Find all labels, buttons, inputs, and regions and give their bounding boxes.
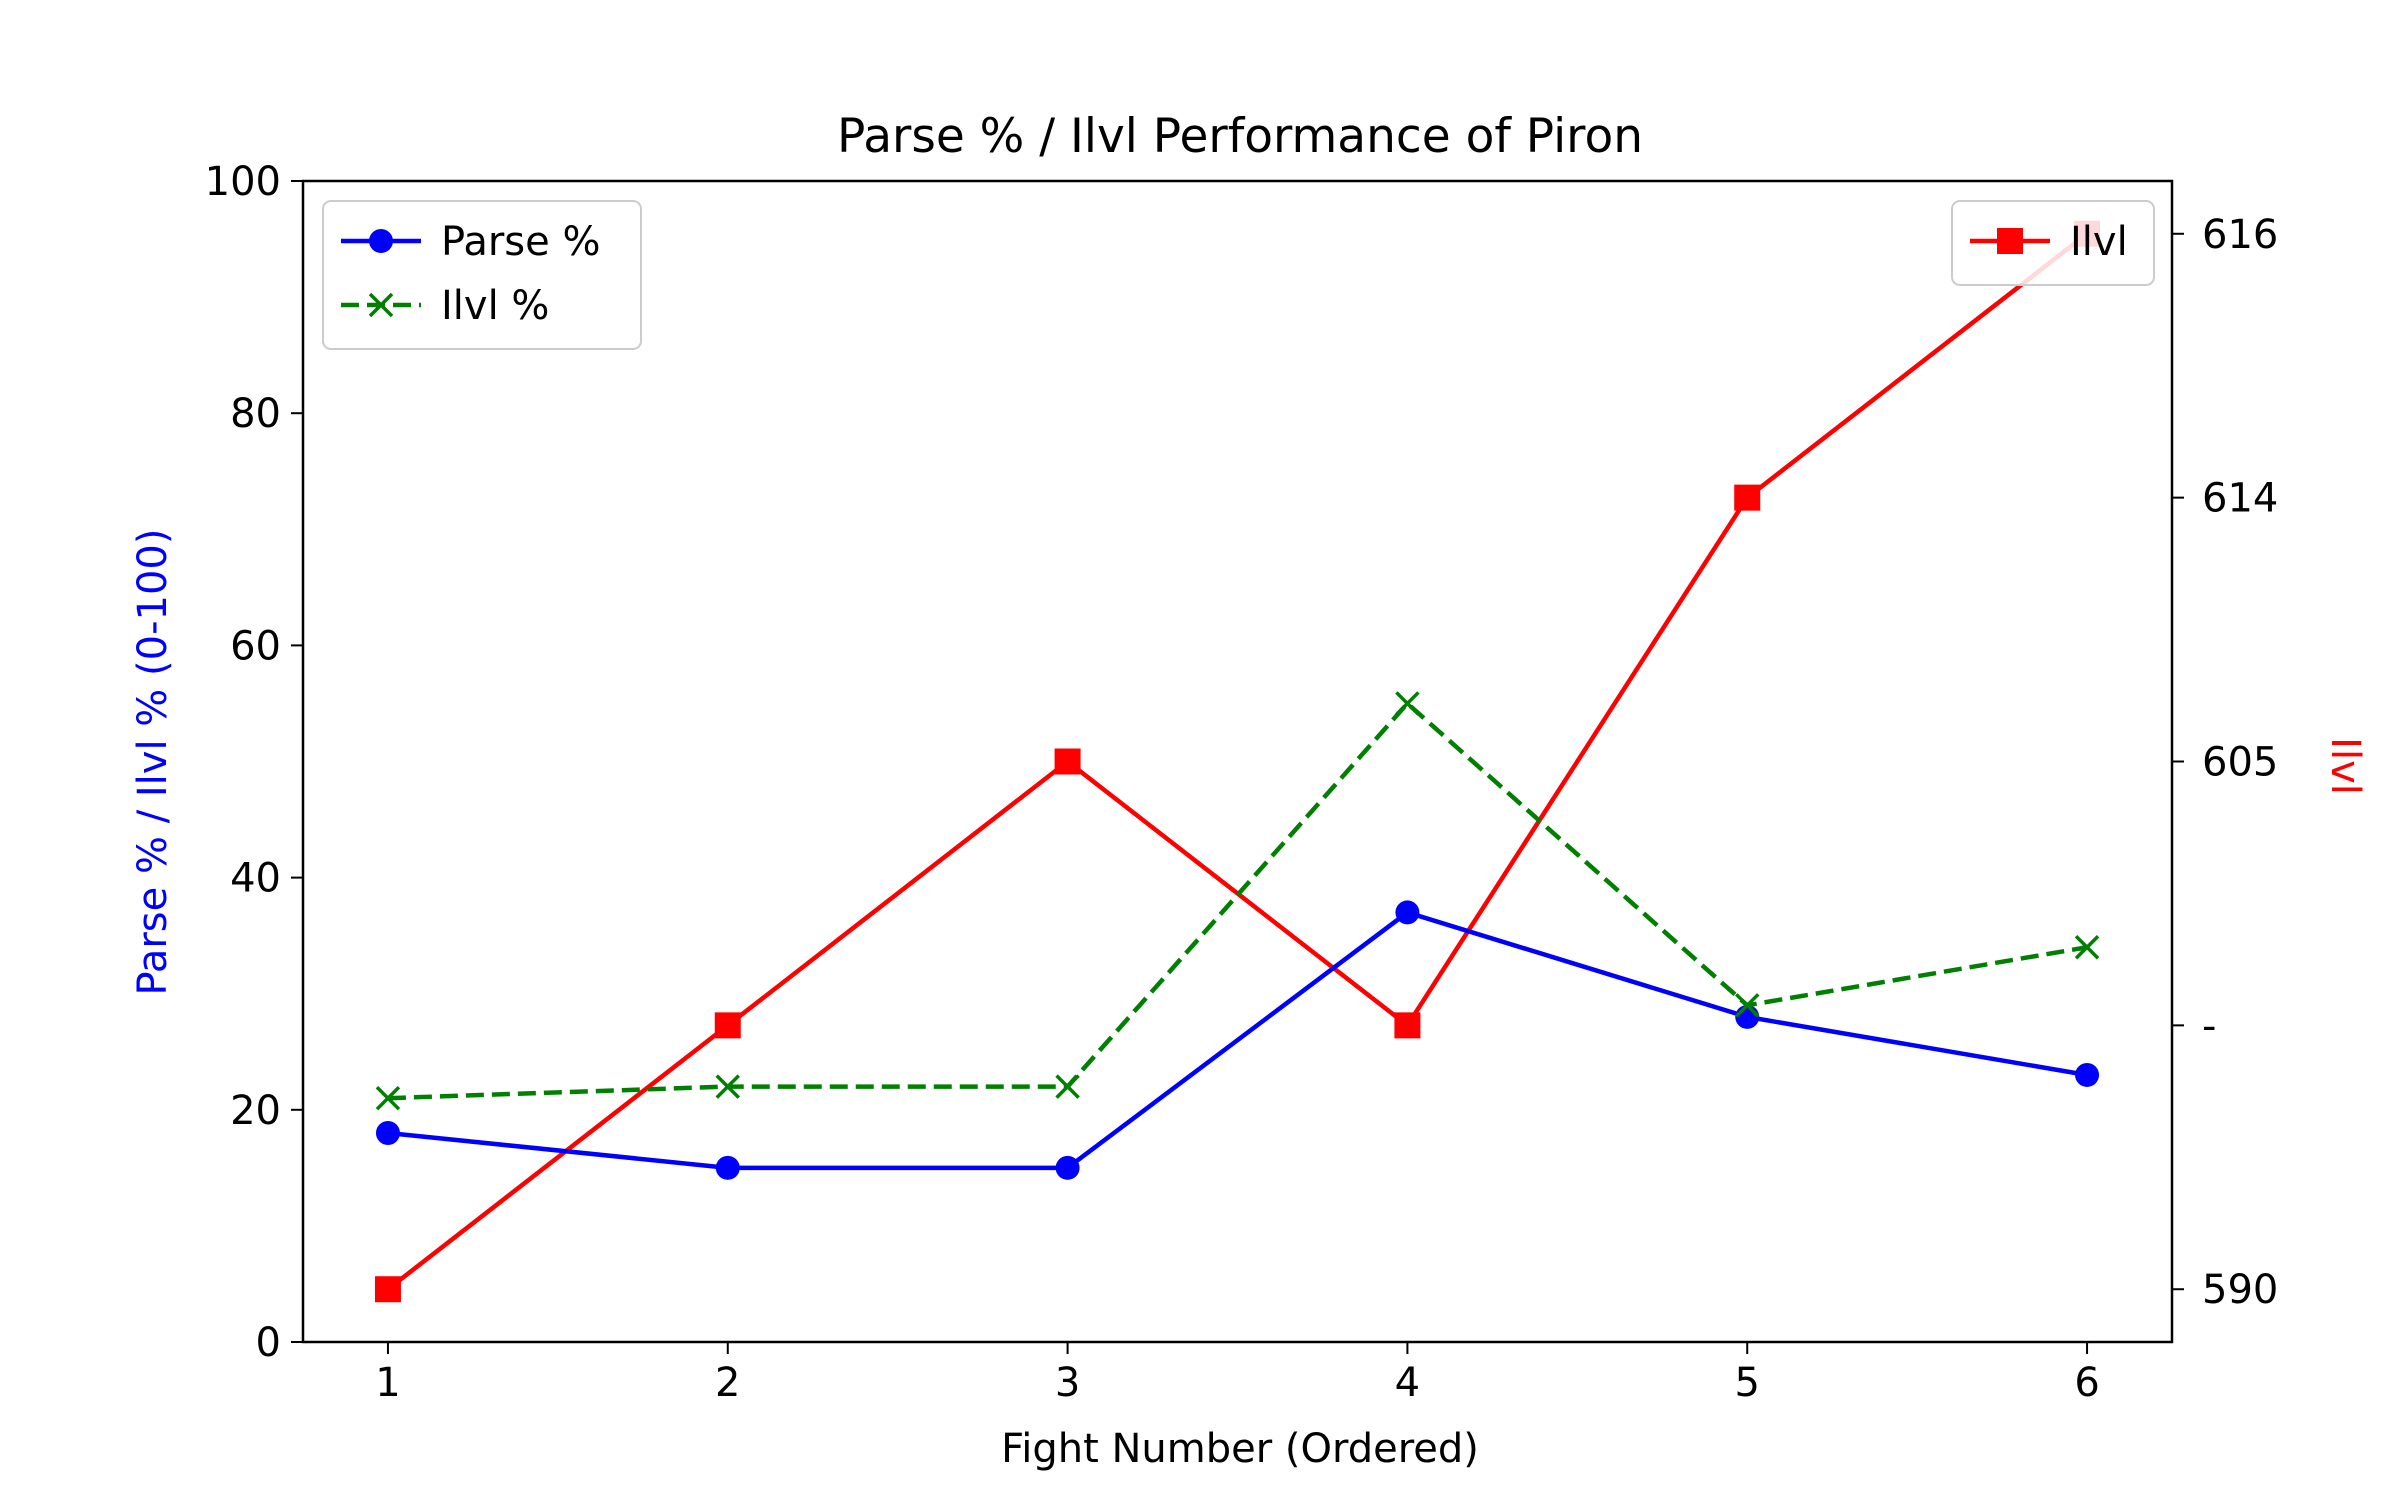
legend-frame [322, 200, 642, 350]
point-parse [375, 1121, 400, 1146]
legend-marker [369, 229, 393, 253]
y2-axis-label: Ilvl [2322, 737, 2368, 795]
point-ilvl-stroke-b [375, 1085, 401, 1111]
point-ilvl [715, 1074, 741, 1099]
y-tick-label: 0 [256, 1320, 281, 1366]
point-ilvl-stroke-b [2074, 935, 2100, 960]
y-tick-label: 60 [230, 623, 281, 669]
x-tick-label: 4 [1395, 1360, 1420, 1406]
x-tick-label: 1 [375, 1360, 400, 1406]
legend: Parse % Ilvl % [322, 200, 642, 350]
point-ilvl [714, 1012, 741, 1039]
point-ilvl [374, 1276, 401, 1303]
legend-frame [1951, 200, 2155, 286]
legend: Ilvl [1951, 200, 2155, 286]
point-ilvl [1054, 748, 1081, 775]
point-ilvl [1055, 1074, 1080, 1099]
point-ilvl [375, 1085, 401, 1111]
series-line-ilvl [387, 701, 2088, 1101]
point-ilvl [1734, 993, 1760, 1018]
point-ilvl-stroke-b [1395, 691, 1420, 716]
point-ilvl-stroke-b [1055, 1074, 1080, 1099]
point-parse [715, 1155, 740, 1180]
y2-tick-label: - [2202, 1003, 2216, 1049]
point-ilvl-stroke-b [1734, 993, 1760, 1018]
legends: Parse % Ilvl % Ilvl [322, 200, 2155, 350]
point-ilvl [1734, 484, 1761, 511]
point-ilvl [1395, 691, 1420, 716]
x-axis-label: Fight Number (Ordered) [1001, 1426, 1479, 1472]
plot-area [374, 220, 2101, 1303]
point-parse [2075, 1062, 2100, 1087]
series-line-parse [387, 910, 2088, 1171]
legend-label: Ilvl % [441, 283, 549, 329]
y2-tick-label: 590 [2202, 1267, 2278, 1313]
point-parse [1735, 1004, 1760, 1029]
y-tick-label: 80 [230, 391, 281, 437]
legend-label: Parse % [441, 219, 600, 265]
y2-tick-label: 605 [2202, 740, 2278, 786]
point-ilvl [2074, 935, 2100, 960]
point-ilvl-stroke-b [715, 1074, 741, 1099]
y-tick-label: 40 [230, 856, 281, 902]
legend-label: Ilvl [2070, 219, 2128, 265]
x-tick-label: 6 [2074, 1360, 2099, 1406]
y-tick-label: 100 [205, 159, 281, 205]
point-ilvl [1394, 1012, 1421, 1039]
x-tick-label: 3 [1055, 1360, 1080, 1406]
legend-marker [1997, 228, 2023, 254]
y-tick-label: 20 [230, 1088, 281, 1134]
series-ilvl [375, 691, 2100, 1111]
y2-tick-label: 614 [2202, 476, 2278, 522]
legend-marker-stroke-b [368, 292, 394, 318]
chart-title: Parse % / Ilvl Performance of Piron [837, 109, 1643, 164]
legend-marker [368, 292, 394, 318]
point-parse [1395, 900, 1420, 925]
point-parse [1055, 1155, 1080, 1180]
x-tick-label: 5 [1735, 1360, 1760, 1406]
y2-tick-label: 616 [2202, 212, 2278, 258]
y-axis-label: Parse % / Ilvl % (0-100) [130, 529, 176, 996]
x-tick-label: 2 [715, 1360, 740, 1406]
